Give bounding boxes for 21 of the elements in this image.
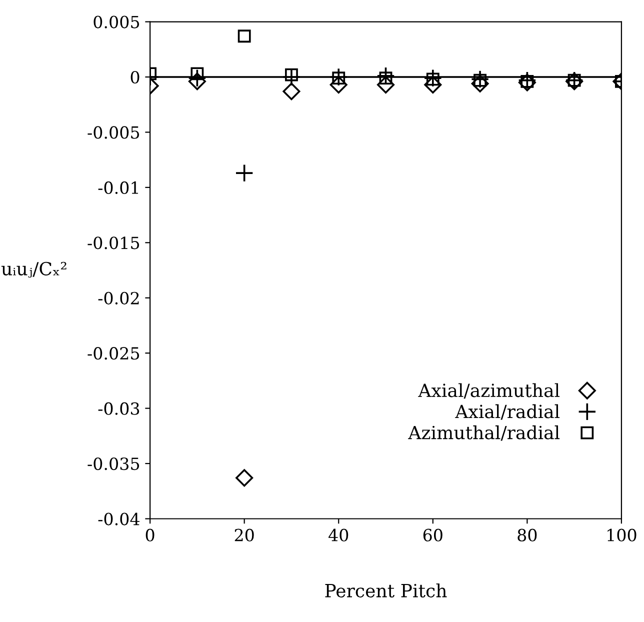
y-tick-label: -0.025 (88, 347, 140, 360)
x-tick-label: 40 (328, 528, 348, 542)
y-tick-label: 0 (130, 70, 140, 84)
y-tick-label: -0.015 (88, 236, 140, 250)
y-tick-label: -0.03 (98, 402, 140, 415)
x-tick-label: 0 (146, 528, 154, 542)
y-tick-label: -0.01 (98, 181, 138, 194)
y-tick-label: 0.005 (94, 16, 140, 28)
y-tick-label: -0.035 (88, 457, 140, 470)
y-tick-label: -0.005 (88, 126, 140, 139)
legend-label: Axial/radial (455, 404, 560, 420)
x-tick-label: 60 (423, 528, 442, 542)
x-tick-label: 20 (234, 528, 254, 542)
x-tick-label: 100 (608, 528, 636, 542)
legend-label: Axial/azimuthal (418, 383, 560, 399)
y-axis-title: uᵢuⱼ/Cₓ² (1, 262, 66, 278)
y-tick-label: -0.04 (98, 512, 140, 526)
x-tick-label: 80 (518, 528, 537, 542)
y-tick-label: -0.02 (98, 292, 139, 304)
legend-label: Azimuthal/radial (408, 425, 560, 441)
x-axis-title: Percent Pitch (325, 583, 447, 598)
